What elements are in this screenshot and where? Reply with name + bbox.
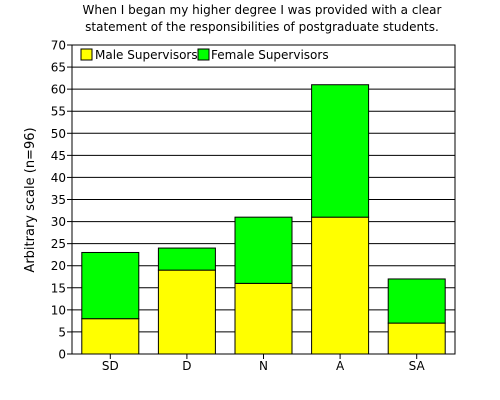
- legend-label-female: Female Supervisors: [211, 48, 329, 62]
- y-tick-label: 60: [51, 83, 66, 97]
- y-tick-label: 30: [51, 215, 66, 229]
- x-tick-label-a: A: [336, 359, 345, 373]
- y-tick-label: 45: [51, 149, 66, 163]
- y-tick-label: 40: [51, 171, 66, 185]
- y-tick-label: 20: [51, 259, 66, 273]
- bar-d-male: [157, 269, 216, 355]
- bar-sa-male: [387, 322, 446, 355]
- chart-title-line-1: When I began my higher degree I was prov…: [83, 3, 442, 17]
- bar-d-female: [157, 247, 216, 271]
- bar-sa-female: [387, 278, 446, 324]
- x-tick-label-d: D: [182, 359, 191, 373]
- y-tick-label: 55: [51, 105, 66, 119]
- y-tick-label: 25: [51, 237, 66, 251]
- chart-title: When I began my higher degree I was prov…: [83, 3, 442, 34]
- bar-a-female: [311, 84, 370, 218]
- x-axis-ticks: SD D N A SA: [102, 354, 426, 373]
- y-tick-label: 5: [58, 325, 66, 339]
- y-tick-label: 35: [51, 193, 66, 207]
- x-tick-label-sd: SD: [102, 359, 119, 373]
- legend-swatch-female: [197, 48, 210, 61]
- bar-a-male: [311, 216, 370, 355]
- y-tick-label: 15: [51, 281, 66, 295]
- bar-sd-female: [81, 251, 140, 320]
- y-tick-label: 50: [51, 127, 66, 141]
- y-axis-label: Arbitrary scale (n=96): [23, 127, 38, 272]
- legend: Male Supervisors Female Supervisors: [80, 48, 329, 62]
- bar-n-male: [234, 282, 293, 355]
- y-axis-ticks: 0 5 10 15 20 25 30 35 40 45 50 55 60 65 70: [51, 39, 72, 362]
- y-tick-label: 70: [51, 39, 66, 53]
- bar-sd-male: [81, 318, 140, 355]
- bar-n-female: [234, 216, 293, 284]
- y-tick-label: 65: [51, 61, 66, 75]
- y-tick-label: 0: [58, 348, 66, 362]
- legend-swatch-male: [80, 48, 93, 61]
- legend-label-male: Male Supervisors: [95, 48, 198, 62]
- y-tick-label: 10: [51, 303, 66, 317]
- bars: [81, 84, 446, 355]
- x-tick-label-sa: SA: [409, 359, 426, 373]
- x-tick-label-n: N: [259, 359, 268, 373]
- chart-title-line-2: statement of the responsibilities of pos…: [85, 20, 439, 34]
